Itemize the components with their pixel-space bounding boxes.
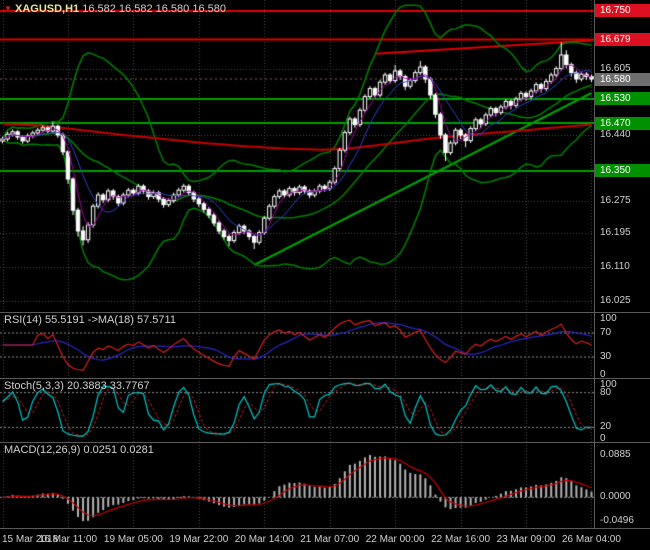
chart-title: ▼ XAGUSD,H1 16.582 16.582 16.580 16.580	[4, 3, 226, 15]
time-axis-label: 22 Mar 00:00	[365, 534, 425, 545]
time-axis-label: 20 Mar 14:00	[234, 534, 294, 545]
macd-indicator-label: MACD(12,26,9) 0.0251 0.0281	[4, 444, 154, 456]
macd-tick-label: 0.0000	[600, 491, 631, 502]
time-axis-label: 26 Mar 04:00	[562, 534, 621, 545]
rsi-panel-canvas[interactable]	[0, 312, 594, 378]
rsi-tick-label: 70	[600, 327, 612, 338]
macd-tick-label: -0.0496	[600, 515, 634, 526]
price-tick-label: 16.195	[600, 227, 631, 238]
price-tick-label: 16.605	[600, 63, 631, 74]
rsi-tick-label: 0	[600, 369, 606, 380]
rsi-tick-label: 100	[600, 313, 617, 324]
price-axis[interactable]: 16.605 16.440 16.275 16.195 16.110 16.025 16.7…	[594, 0, 650, 529]
price-level-badge: 16.679	[595, 33, 650, 46]
symbol-timeframe: XAGUSD,H1	[14, 3, 80, 15]
rsi-tick-label: 30	[600, 351, 612, 362]
time-axis-label: 15 Mar 2018	[2, 534, 59, 545]
time-axis-label: 19 Mar 22:00	[169, 534, 229, 545]
price-tick-label: 16.025	[600, 295, 631, 306]
time-axis-label: 22 Mar 16:00	[431, 534, 491, 545]
stoch-tick-label: 100	[600, 379, 617, 390]
price-tick-label: 16.275	[600, 195, 631, 206]
time-axis-label: 16 Mar 11:00	[38, 534, 98, 545]
stoch-tick-label: 0	[600, 433, 606, 444]
ohlc-quote: 16.582 16.582 16.580 16.580	[82, 3, 226, 15]
price-marker-icon: ▼	[4, 4, 12, 13]
macd-panel-canvas[interactable]	[0, 442, 594, 528]
panel-separator[interactable]	[0, 442, 650, 443]
price-level-badge: 16.470	[595, 117, 650, 130]
stoch-panel-canvas[interactable]	[0, 378, 594, 442]
price-tick-label: 16.440	[600, 129, 631, 140]
time-axis-label: 19 Mar 05:00	[103, 534, 163, 545]
time-axis[interactable]: 15 Mar 2018 16 Mar 11:00 19 Mar 05:00 19 Ma…	[0, 529, 650, 550]
rsi-value: RSI(14) 55.5191	[4, 314, 85, 326]
time-axis-label: 21 Mar 07:00	[300, 534, 360, 545]
price-level-badge: 16.750	[595, 4, 650, 17]
time-axis-label: 23 Mar 09:00	[496, 534, 556, 545]
panel-separator[interactable]	[0, 528, 650, 529]
price-level-badge: 16.580	[595, 73, 650, 86]
price-level-badge: 16.530	[595, 92, 650, 105]
stoch-tick-label: 20	[600, 421, 612, 432]
macd-tick-label: 0.0885	[600, 449, 631, 460]
price-level-badge: 16.350	[595, 164, 650, 177]
price-tick-label: 16.110	[600, 261, 630, 272]
stoch-indicator-label: Stoch(5,3,3) 20.3883 33.7767	[4, 380, 150, 392]
panel-separator[interactable]	[0, 378, 650, 379]
stoch-tick-label: 80	[600, 387, 612, 398]
rsi-ma-value: ->MA(18) 57.5711	[87, 314, 176, 326]
price-chart-canvas[interactable]	[0, 0, 594, 312]
panel-separator[interactable]	[0, 312, 650, 313]
rsi-indicator-label: RSI(14) 55.5191 ->MA(18) 57.5711	[4, 314, 176, 326]
